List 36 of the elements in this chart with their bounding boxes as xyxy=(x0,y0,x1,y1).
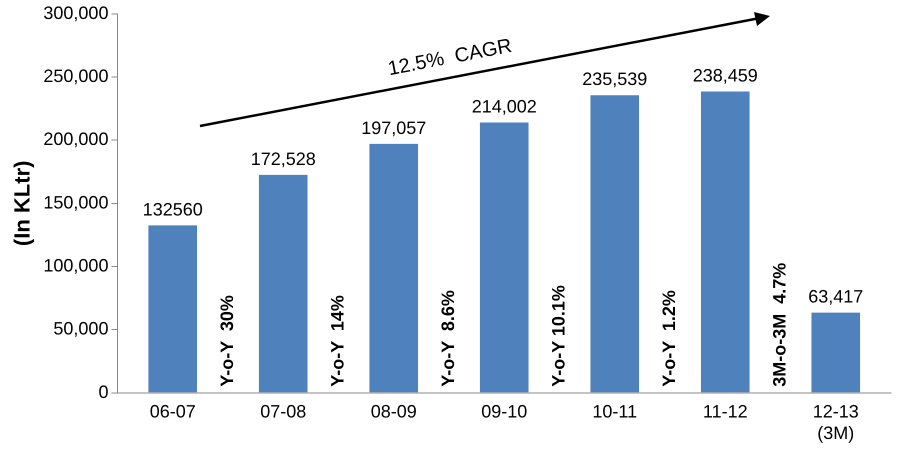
y-tick-label: 250,000 xyxy=(43,66,108,86)
annotation: Y-o-Y 8.6% xyxy=(438,290,458,387)
y-tick-label: 100,000 xyxy=(43,255,108,276)
bar xyxy=(811,312,860,392)
x-tick-label: 11-12 xyxy=(702,402,748,422)
data-label: 238,459 xyxy=(692,66,758,86)
x-tick-label: 06-07 xyxy=(150,402,196,422)
data-label: 132560 xyxy=(142,199,203,220)
data-label: 197,057 xyxy=(361,118,426,138)
y-tick-label: 50,000 xyxy=(53,318,108,339)
annotation: Y-o-Y 10.1% xyxy=(548,285,568,387)
bar xyxy=(590,95,640,392)
x-tick-label: 12-13 (3M) xyxy=(812,402,859,444)
annotation: 3M-o-3M 4.7% xyxy=(769,262,790,387)
data-label: 214,002 xyxy=(472,96,537,116)
bar xyxy=(700,92,750,392)
x-tick-label: 10-11 xyxy=(592,402,638,422)
annotation: Y-o-Y 1.2% xyxy=(658,290,679,387)
annotation: Y-o-Y 14% xyxy=(327,295,348,387)
bar xyxy=(258,174,308,392)
bar xyxy=(369,144,418,392)
y-tick-label: 300,000 xyxy=(43,2,108,23)
data-label: 235,539 xyxy=(582,69,648,90)
y-tick-label: 150,000 xyxy=(43,192,108,212)
x-tick-label: 07-08 xyxy=(260,402,306,422)
data-label: 172,528 xyxy=(250,148,316,169)
bar xyxy=(480,122,529,392)
y-tick-label: 0 xyxy=(98,382,108,402)
data-label: 63,417 xyxy=(808,286,864,307)
bar xyxy=(148,225,198,392)
annotation: 12.5% CAGR xyxy=(386,34,514,80)
y-tick-label: 200,000 xyxy=(43,129,108,150)
x-tick-label: 08-09 xyxy=(370,402,417,422)
annotation: Y-o-Y 30% xyxy=(216,295,237,387)
x-tick-label: 09-10 xyxy=(481,402,528,422)
y-axis-title: (In KLtr) xyxy=(9,160,34,246)
